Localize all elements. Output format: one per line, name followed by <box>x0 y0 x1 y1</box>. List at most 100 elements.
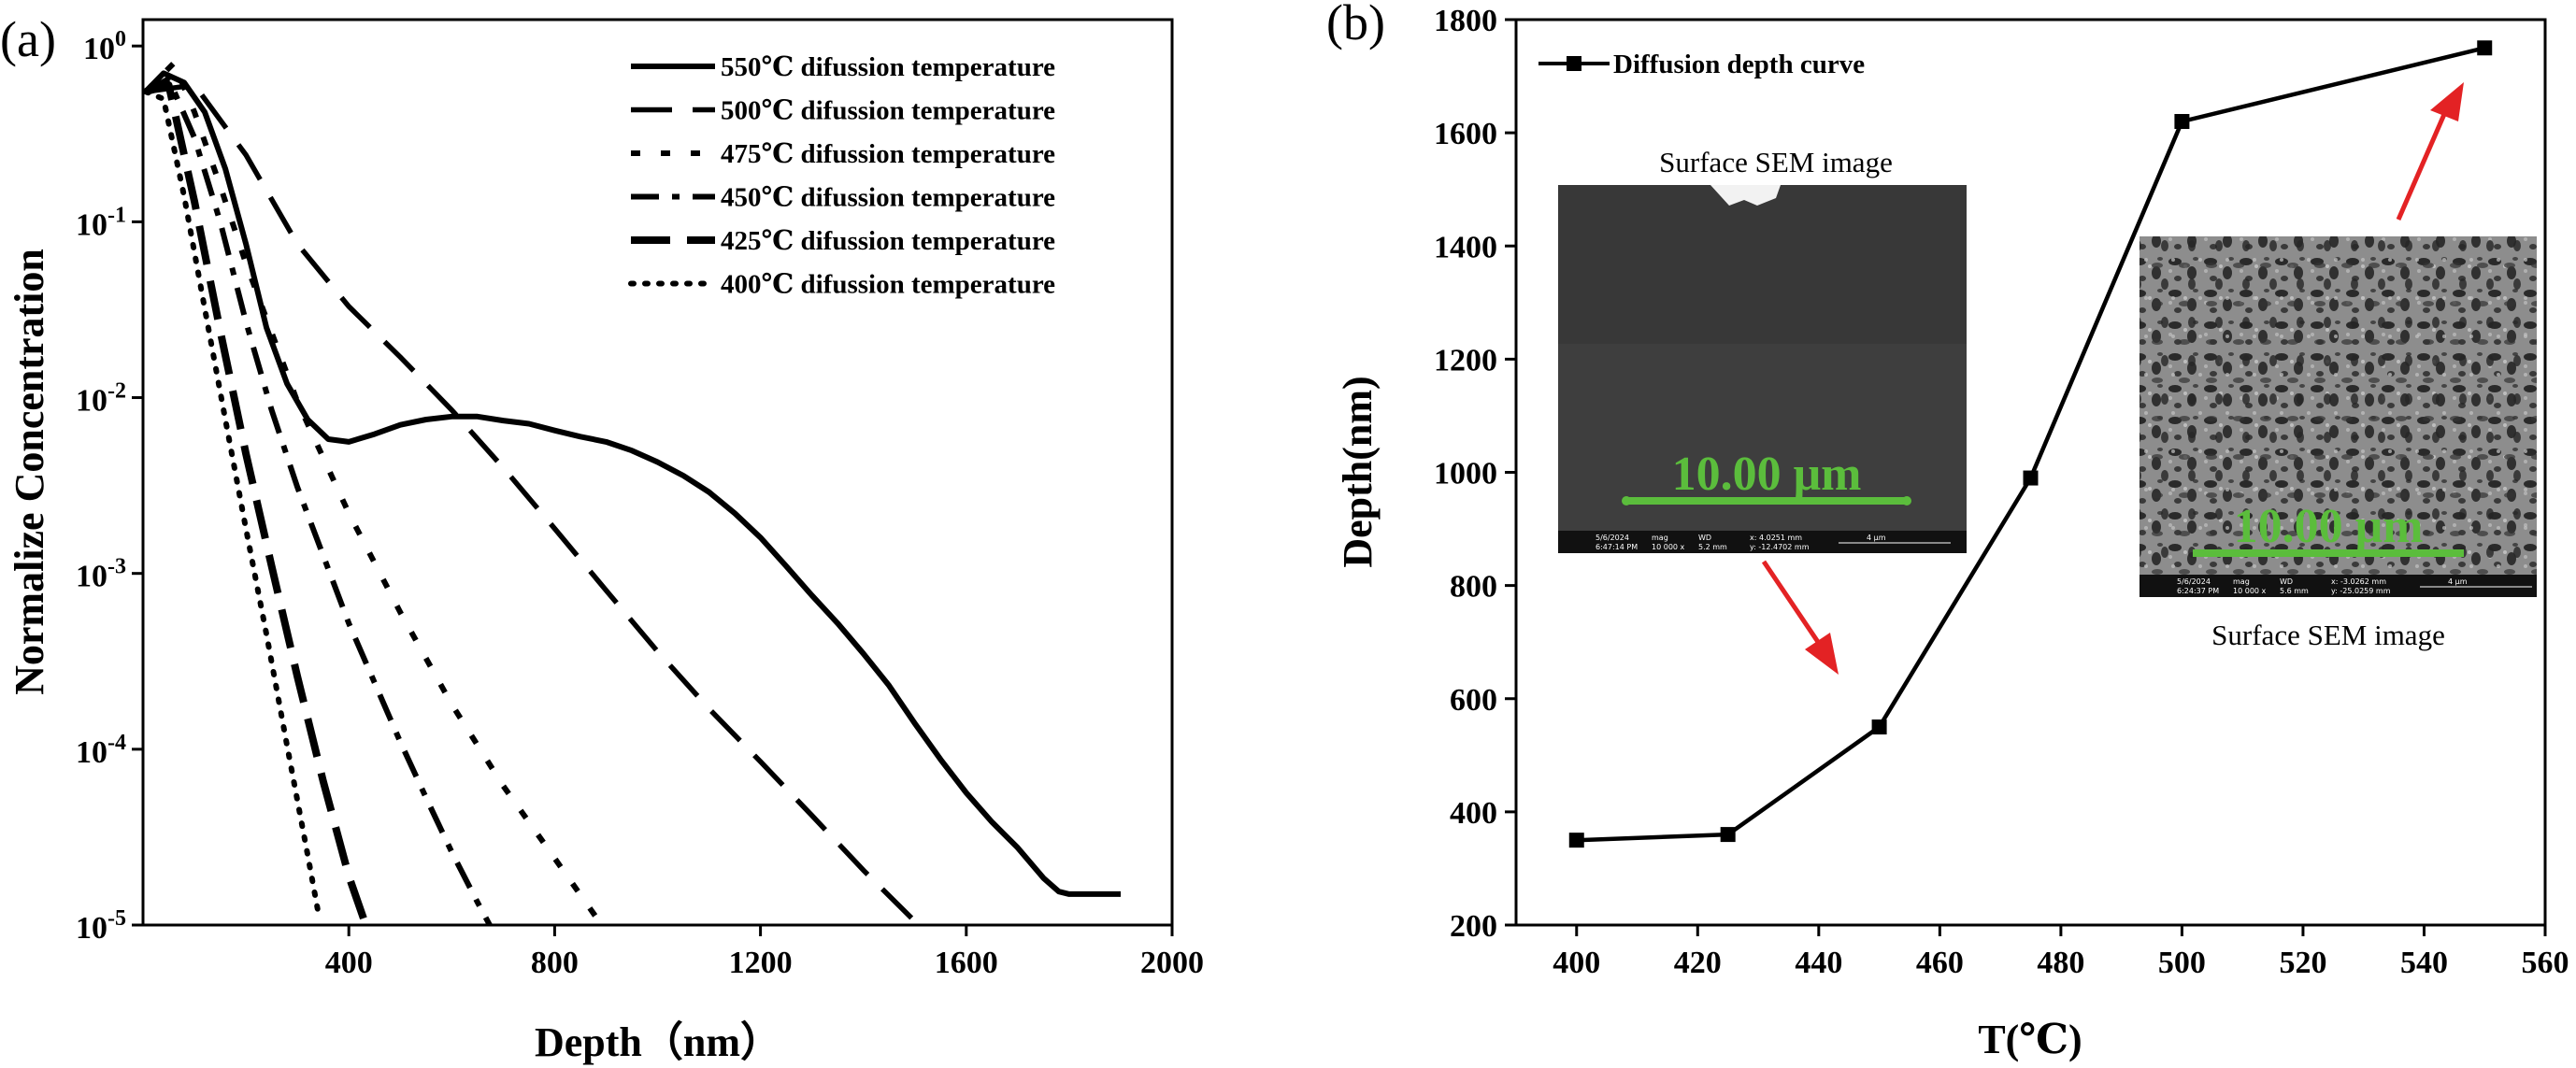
panel-b-y-tick-label: 600 <box>1450 683 1497 718</box>
panel-a-x-tick-label: 1600 <box>935 946 998 980</box>
panel-a-x-tick-label: 1200 <box>729 946 793 980</box>
legend-label-425: 425℃ difussion temperature <box>721 226 1055 256</box>
sem-info-text: 4 μm <box>2448 577 2468 586</box>
sem-info-text: 5/6/2024 <box>2177 577 2211 586</box>
panel-a-y-ticks: 100 10-1 10-2 10-3 10-4 10-5 <box>76 27 143 946</box>
data-point-500 <box>2174 114 2190 130</box>
panel-b-y-axis-label: Depth(nm) <box>1335 376 1381 567</box>
panel-b-y-tick-label: 1600 <box>1434 117 1497 151</box>
sem-info-text: 10 000 x <box>1652 543 1685 551</box>
panel-a-x-axis-label: Depth（nm） <box>535 1019 781 1065</box>
panel-b-y-ticks: 200 400 600 800 1000 1200 1400 1600 1800 <box>1434 4 1516 944</box>
data-point-550 <box>2477 40 2493 56</box>
panel-a-y-tick-label: 10-2 <box>76 379 126 419</box>
panel-b-y-tick-label: 200 <box>1450 909 1497 944</box>
series-line-475 <box>143 60 606 925</box>
sem-info-text: 4 μm <box>1867 534 1886 542</box>
sem-inset-1-caption: Surface SEM image <box>1659 146 1893 178</box>
series-line-500 <box>145 82 923 925</box>
sem-image-1-bright-feature <box>1710 185 1781 206</box>
sem-info-text: x: 4.0251 mm <box>1750 534 1802 542</box>
legend-label-500: 500℃ difussion temperature <box>721 96 1055 126</box>
panel-a-label: (a) <box>0 11 56 67</box>
panel-a-series <box>143 60 1121 925</box>
series-line-450 <box>144 76 494 925</box>
panel-a-y-tick-label: 10-4 <box>76 731 126 770</box>
arrow-to-550 <box>2396 111 2448 221</box>
panel-a-y-tick-label: 10-5 <box>76 906 126 946</box>
panel-a-x-tick-label: 2000 <box>1140 946 1204 980</box>
panel-b-legend: Diffusion depth curve <box>1538 50 1865 79</box>
panel-a-y-tick-label: 10-3 <box>76 555 126 594</box>
panel-b-y-tick-label: 800 <box>1450 570 1497 605</box>
panel-b-y-tick-label: 400 <box>1450 796 1497 831</box>
sem-info-text: WD <box>1698 534 1711 542</box>
panel-b-x-tick-label: 460 <box>1916 946 1964 980</box>
panel-a: (a) 400 800 1200 1600 2000 10010-110-210-310… <box>0 11 1204 1065</box>
panel-a-x-ticks: 400 800 1200 1600 2000 <box>325 925 1204 980</box>
sem-info-text: WD <box>2280 577 2293 586</box>
panel-a-x-tick-label: 400 <box>325 946 373 980</box>
annotation-arrows <box>1761 82 2464 675</box>
panel-b-x-tick-label: 500 <box>2158 946 2206 980</box>
sem-scale-bar-2-label: 10.00 μm <box>2234 500 2424 553</box>
sem-info-text: x: -3.0262 mm <box>2331 577 2386 586</box>
panel-b-y-tick-label: 1400 <box>1434 230 1497 264</box>
legend-label-450: 450℃ difussion temperature <box>721 183 1055 213</box>
panel-b-x-tick-label: 520 <box>2279 946 2326 980</box>
panel-b-x-tick-label: 480 <box>2037 946 2084 980</box>
legend-label-400: 400℃ difussion temperature <box>721 270 1055 300</box>
panel-b-x-tick-label: 540 <box>2400 946 2448 980</box>
arrow-to-550-head <box>2430 82 2464 121</box>
series-line-depth <box>1576 46 2485 843</box>
sem-info-text: 6:24:37 PM <box>2177 587 2219 595</box>
panel-b: (b) 400 420 440 460 480 500 520 540 560 200 400 60… <box>1326 0 2569 1062</box>
panel-a-y-tick-label: 100 <box>83 27 126 66</box>
panel-a-x-tick-label: 800 <box>531 946 579 980</box>
legend-label-475: 475℃ difussion temperature <box>721 139 1055 169</box>
sem-scale-bar-1-label: 10.00 μm <box>1672 448 1862 501</box>
sem-inset-2-caption: Surface SEM image <box>2211 619 2445 651</box>
sem-info-text: 5.2 mm <box>1698 543 1727 551</box>
panel-b-series <box>1568 40 2493 848</box>
sem-info-text: y: -12.4702 mm <box>1750 543 1810 551</box>
panel-a-legend: 550℃ difussion temperature 500℃ difussion… <box>628 52 1055 300</box>
panel-a-plot-frame <box>141 18 1174 927</box>
arrow-to-450 <box>1761 560 1823 647</box>
sem-info-text: 6:47:14 PM <box>1596 543 1638 551</box>
panel-b-x-tick-label: 440 <box>1795 946 1842 980</box>
series-line-550 <box>143 70 1121 897</box>
sem-info-bar-2 <box>2140 575 2537 597</box>
legend-label-550: 550℃ difussion temperature <box>721 52 1055 82</box>
panel-b-x-tick-label: 420 <box>1674 946 1722 980</box>
sem-info-text: y: -25.0259 mm <box>2331 587 2391 595</box>
panel-a-y-tick-label: 10-1 <box>76 203 126 242</box>
series-line-425 <box>144 81 370 925</box>
panel-b-x-axis-label: T(℃) <box>1978 1017 2082 1062</box>
sem-info-text: 5.6 mm <box>2280 587 2309 595</box>
series-line-400 <box>143 89 322 915</box>
data-point-450 <box>1871 719 1887 735</box>
sem-info-text: mag <box>2233 577 2250 586</box>
panel-b-y-tick-label: 1800 <box>1434 4 1497 38</box>
sem-info-text: 10 000 x <box>2233 587 2267 595</box>
arrow-to-450-head <box>1805 633 1839 675</box>
panel-b-y-tick-label: 1200 <box>1434 343 1497 377</box>
data-point-475 <box>2023 470 2039 486</box>
legend-marker-depth <box>1567 56 1581 71</box>
panel-b-label: (b) <box>1326 0 1385 50</box>
data-point-400 <box>1568 833 1584 848</box>
panel-b-y-tick-label: 1000 <box>1434 457 1497 491</box>
sem-info-bar-1 <box>1558 531 1967 553</box>
sem-info-text: mag <box>1652 534 1668 542</box>
sem-inset-1: Surface SEM image 10.00 μm 5/6/20246:47:… <box>1558 146 1967 553</box>
panel-a-y-axis-label: Normalize Concentration <box>7 249 52 695</box>
panel-b-x-tick-label: 400 <box>1553 946 1600 980</box>
panel-b-x-ticks: 400 420 440 460 480 500 520 540 560 <box>1553 925 2569 980</box>
data-point-425 <box>1720 827 1736 843</box>
panel-b-x-tick-label: 560 <box>2522 946 2569 980</box>
legend-label-depth: Diffusion depth curve <box>1613 50 1865 79</box>
sem-info-text: 5/6/2024 <box>1596 534 1629 542</box>
